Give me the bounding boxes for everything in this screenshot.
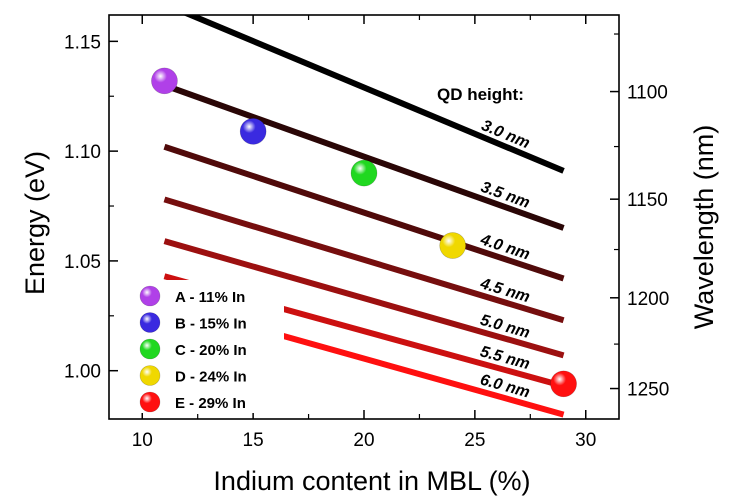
legend-label: C - 20% In: [175, 342, 247, 359]
y-axis-title: Energy (eV): [20, 151, 50, 295]
x-tick-label: 30: [575, 430, 596, 451]
qd-height-annotation: QD height:: [437, 85, 524, 104]
legend-marker: [139, 365, 161, 386]
data-point: [550, 370, 577, 398]
curve-30: [182, 15, 565, 174]
data-point: [151, 67, 178, 95]
legend-marker: [139, 338, 161, 360]
curve-40: [163, 143, 565, 282]
legend-label: D - 24% In: [175, 369, 247, 386]
y2-tick-label: 1150: [627, 190, 668, 211]
legend-marker: [139, 285, 161, 307]
y-tick-label: 1.10: [64, 142, 101, 163]
y2-axis-title: Wavelength (nm): [689, 125, 719, 330]
legend-label: B - 15% In: [175, 316, 247, 333]
legend: A - 11% In B - 15% In C - 20% In D - 24% In…: [132, 280, 284, 413]
legend-label: A - 11% In: [175, 289, 245, 306]
x-tick-label: 25: [464, 430, 485, 451]
y-tick-label: 1.05: [64, 252, 101, 273]
legend-label: E - 29% In: [175, 395, 246, 412]
legend-marker: [139, 312, 161, 333]
data-point: [439, 232, 466, 259]
curve-35: [163, 82, 565, 231]
data-point: [350, 159, 378, 187]
x-tick-label: 10: [132, 430, 153, 451]
axis-ticks: 10 15 20 25 30 1.00 1.05 1.10 1.15 1100 1150 1200 12…: [64, 15, 669, 451]
y-tick-label: 1.15: [64, 32, 101, 53]
y2-tick-label: 1200: [627, 289, 669, 310]
y-tick-label: 1.00: [64, 362, 101, 383]
x-axis-title: Indium content in MBL (%): [213, 466, 530, 496]
x-tick-label: 20: [353, 430, 374, 451]
y2-tick-label: 1100: [627, 83, 668, 104]
curve-50: [163, 238, 565, 359]
y2-tick-label: 1250: [627, 380, 669, 401]
x-tick-label: 15: [243, 430, 264, 451]
data-points: [151, 67, 577, 398]
data-point: [239, 118, 267, 145]
legend-marker: [139, 391, 161, 413]
curve-45: [163, 196, 565, 324]
